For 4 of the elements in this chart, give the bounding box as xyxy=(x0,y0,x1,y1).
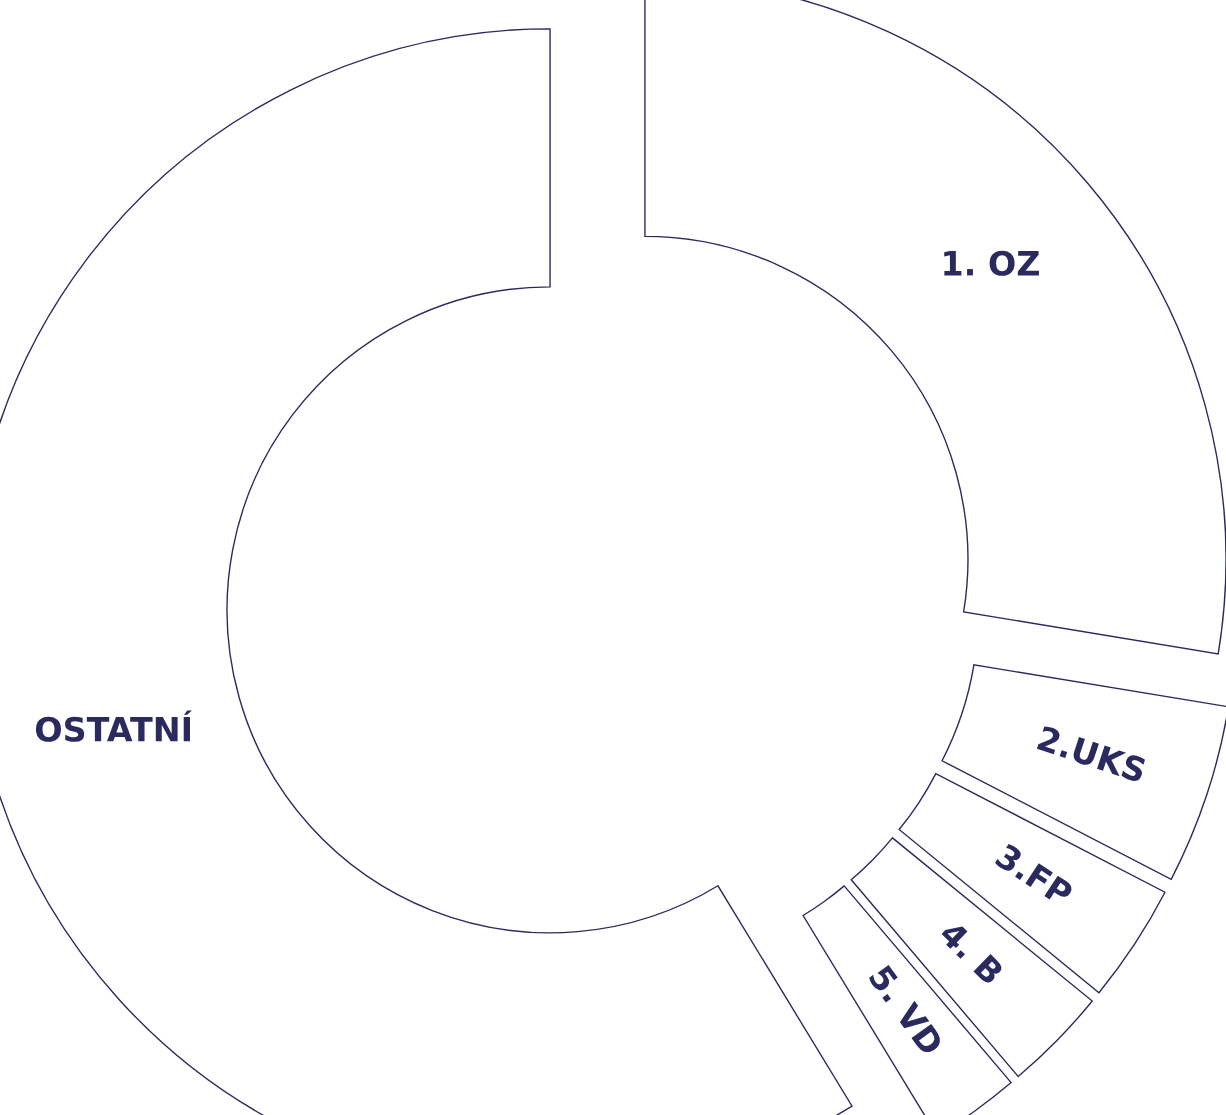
slice-label: 3.FP xyxy=(994,842,1075,908)
slice-label: OSTATNÍ xyxy=(35,710,192,742)
slice-label: 2.UKS xyxy=(1036,725,1147,784)
slice-label: 1. OZ xyxy=(944,250,1039,276)
